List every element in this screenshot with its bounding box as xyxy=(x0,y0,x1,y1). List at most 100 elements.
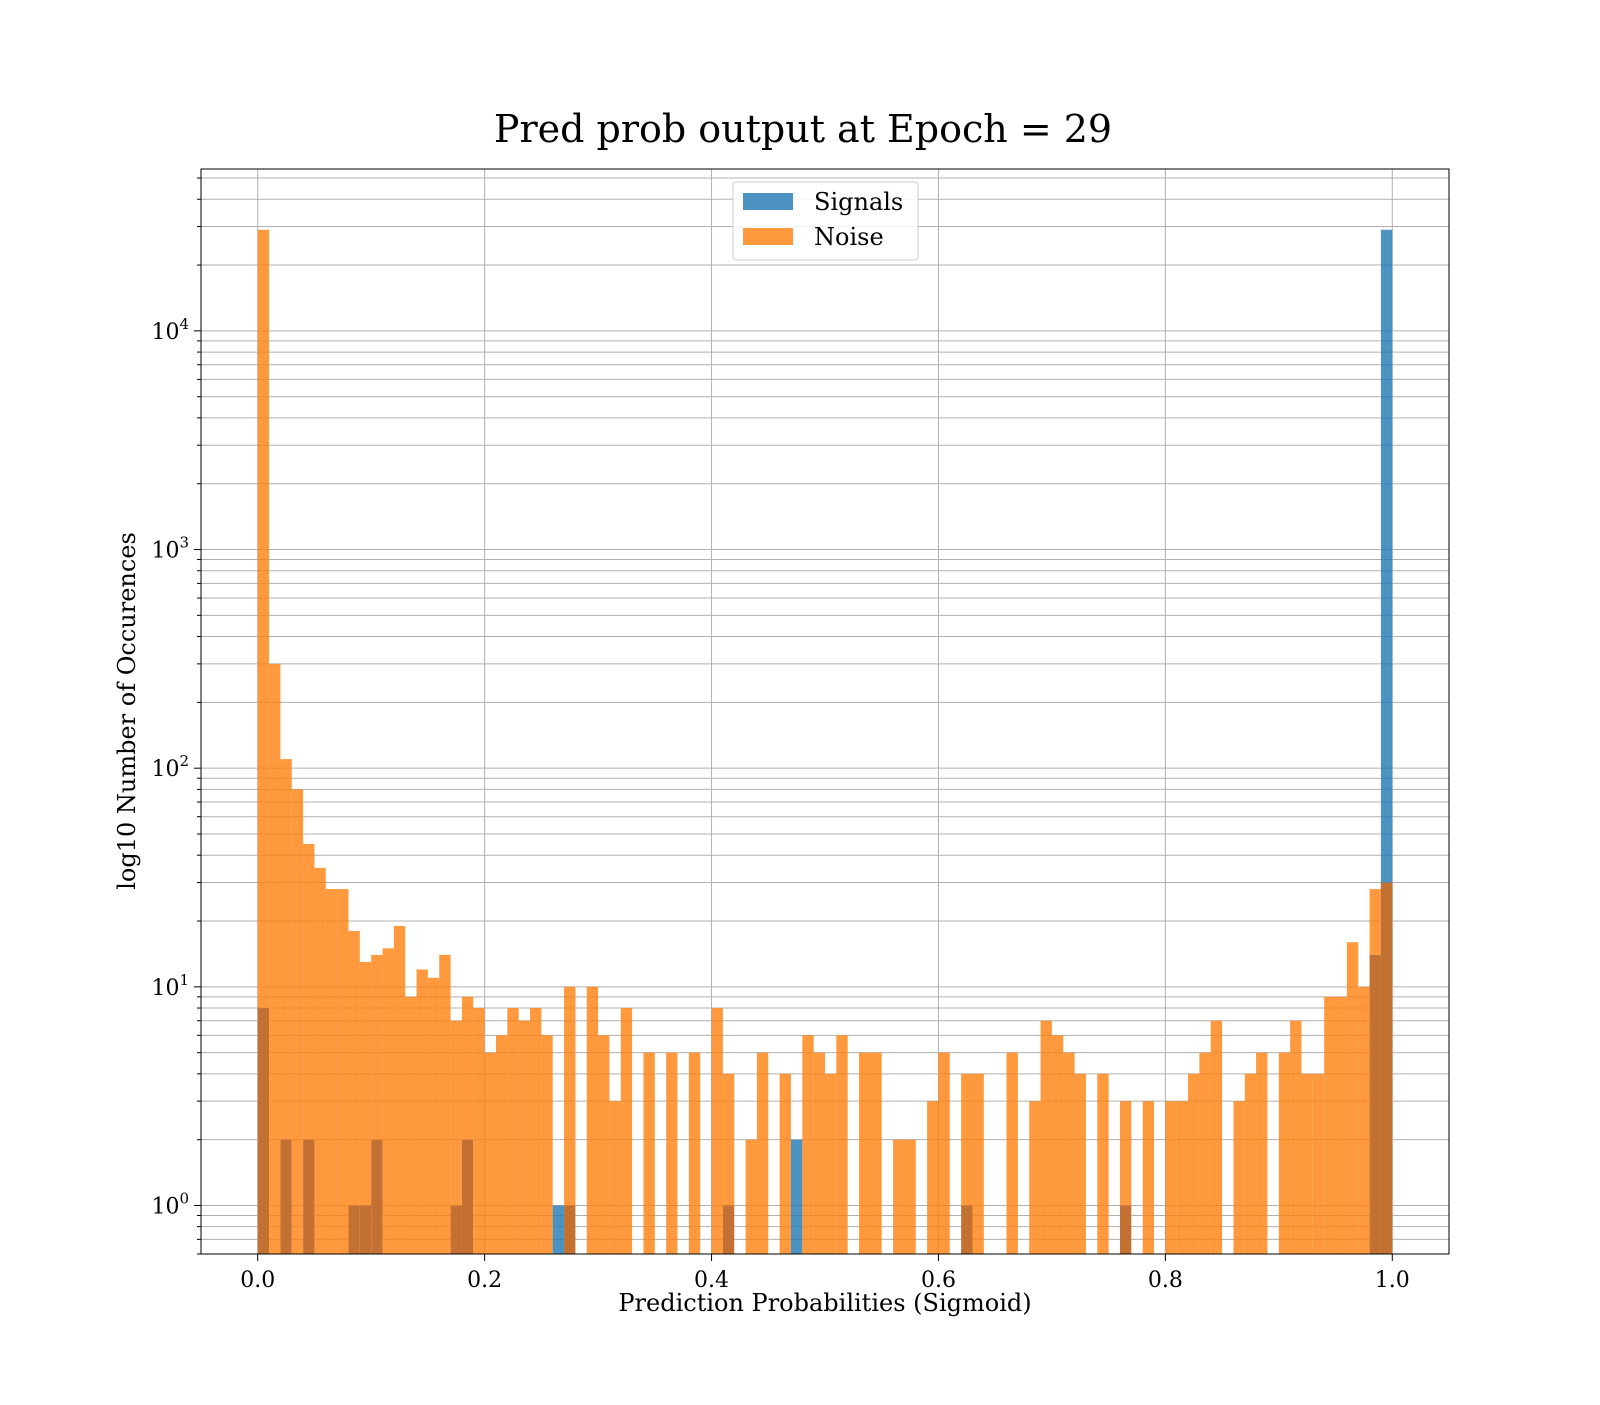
noise-bar xyxy=(1063,1052,1075,1254)
noise-bar xyxy=(938,1052,950,1254)
signals-bar xyxy=(1380,229,1393,1254)
noise-bar xyxy=(1312,1073,1325,1254)
noise-bar xyxy=(1165,1101,1177,1254)
y-tick-label-base: 10 xyxy=(151,539,179,564)
legend: Signals Noise xyxy=(732,181,919,261)
noise-bar xyxy=(813,1052,825,1254)
plot-frame xyxy=(200,168,1450,1255)
overlap-bar xyxy=(722,1205,735,1254)
noise-bar xyxy=(972,1073,984,1254)
noise-bar xyxy=(666,1052,678,1254)
noise-bar xyxy=(688,1052,701,1254)
overlap-bar xyxy=(1380,882,1393,1254)
noise-bar xyxy=(836,1035,848,1254)
overlap-bar xyxy=(280,1139,292,1254)
noise-bar xyxy=(303,844,315,1140)
noise-bar xyxy=(405,996,417,1254)
noise-bar xyxy=(518,1020,531,1254)
legend-label-noise: Noise xyxy=(814,223,884,251)
y-tick-label: 102 xyxy=(151,752,189,782)
noise-bar xyxy=(257,229,270,1009)
noise-bar xyxy=(893,1139,905,1254)
x-axis-label: Prediction Probabilities (Sigmoid) xyxy=(618,1289,1031,1317)
noise-bar xyxy=(779,1073,791,1254)
noise-bar xyxy=(382,948,394,1254)
noise-bar xyxy=(1119,1101,1132,1206)
noise-bar xyxy=(371,954,383,1140)
noise-bar xyxy=(802,1035,814,1254)
noise-bar xyxy=(280,759,292,1140)
noise-bar xyxy=(484,1052,496,1254)
y-tick-label: 103 xyxy=(151,534,189,564)
noise-bar xyxy=(598,1035,610,1254)
noise-bar xyxy=(756,1052,769,1254)
x-tick-label: 0.8 xyxy=(1148,1268,1183,1293)
noise-bar xyxy=(904,1139,916,1254)
noise-bar xyxy=(927,1101,939,1254)
y-tick-label: 100 xyxy=(151,1189,189,1219)
noise-bar xyxy=(393,925,406,1254)
overlap-bar xyxy=(257,1008,270,1254)
overlap-bar xyxy=(450,1205,462,1254)
signals-bar xyxy=(790,1139,803,1254)
noise-bar xyxy=(1233,1101,1245,1254)
noise-bar xyxy=(1097,1073,1109,1254)
overlap-bar xyxy=(961,1205,973,1254)
noise-bar xyxy=(1335,996,1347,1254)
noise-bar xyxy=(1006,1052,1018,1254)
noise-bar xyxy=(825,1073,837,1254)
noise-bar xyxy=(1346,942,1359,1254)
y-tick-label-base: 10 xyxy=(151,320,179,345)
noise-bar xyxy=(314,867,326,1254)
y-tick-label-exponent: 2 xyxy=(179,752,189,770)
x-tick-label: 0.2 xyxy=(467,1268,502,1293)
signals-bar xyxy=(552,1205,565,1254)
noise-bar xyxy=(495,1035,508,1254)
y-tick-label-base: 10 xyxy=(151,757,179,782)
noise-bar xyxy=(291,789,304,1254)
noise-bar xyxy=(359,961,372,1206)
noise-bar xyxy=(427,977,440,1254)
noise-bar xyxy=(541,1035,553,1254)
noise-bar xyxy=(473,1008,485,1254)
noise-bar xyxy=(620,1008,633,1254)
noise-bar xyxy=(643,1052,655,1254)
noise-bar xyxy=(745,1139,757,1254)
x-tick-label: 0.4 xyxy=(694,1268,729,1293)
noise-bar xyxy=(1301,1073,1313,1254)
noise-bar xyxy=(1029,1101,1041,1254)
y-tick-label-exponent: 3 xyxy=(179,534,189,552)
noise-bar xyxy=(722,1073,735,1206)
noise-bar xyxy=(1324,996,1336,1254)
noise-bar xyxy=(1358,986,1370,1254)
legend-swatch-noise xyxy=(743,228,793,245)
noise-bar xyxy=(586,986,599,1254)
overlap-bar xyxy=(1119,1205,1132,1254)
noise-bar xyxy=(1244,1073,1257,1254)
noise-bar xyxy=(1210,1020,1223,1254)
noise-bar xyxy=(439,954,451,1254)
noise-bar xyxy=(461,996,474,1140)
overlap-bar xyxy=(564,1205,576,1254)
noise-bar xyxy=(1278,1052,1291,1254)
noise-bar xyxy=(337,889,349,1254)
noise-bar xyxy=(1074,1073,1086,1254)
overlap-bar xyxy=(461,1139,474,1254)
noise-bar xyxy=(530,1008,542,1254)
noise-bar xyxy=(1369,889,1381,955)
noise-bar xyxy=(269,663,281,1254)
overlap-bar xyxy=(371,1139,383,1254)
noise-bar xyxy=(564,986,576,1206)
noise-bar xyxy=(1188,1073,1200,1254)
y-tick-label-exponent: 4 xyxy=(179,315,189,333)
noise-bar xyxy=(711,1008,723,1254)
noise-bar xyxy=(1176,1101,1189,1254)
x-tick-label: 0.6 xyxy=(921,1268,956,1293)
noise-bar xyxy=(1051,1035,1064,1254)
y-tick-label-exponent: 0 xyxy=(179,1189,189,1207)
histogram-bars xyxy=(257,229,1393,1254)
legend-swatch-signals xyxy=(743,193,793,210)
overlap-bar xyxy=(303,1139,315,1254)
